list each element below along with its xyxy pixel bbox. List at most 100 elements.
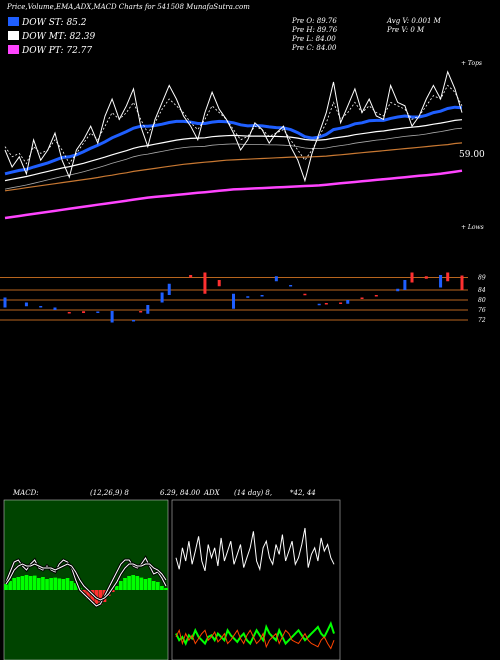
legend-item-mt: DOW MT: 82.39 <box>8 31 95 42</box>
legend-label-mt: DOW MT: 82.39 <box>22 32 96 42</box>
macd-hist-bar-9 <box>41 577 45 590</box>
macd-hist-bar-14 <box>61 579 66 590</box>
macd-hist-bar-7 <box>32 575 37 590</box>
candle-5 <box>82 311 86 313</box>
candle-20 <box>289 285 293 287</box>
candle-28 <box>396 288 400 292</box>
candle-19 <box>274 276 278 282</box>
candle-30 <box>410 272 414 283</box>
candle-22 <box>317 303 321 306</box>
candle-33 <box>446 272 450 282</box>
series-price <box>4 70 463 183</box>
macd-hist-bar-16 <box>69 581 74 590</box>
macd-hist-bar-23 <box>98 590 103 605</box>
macd-hist-bar-26 <box>110 590 115 592</box>
series-ema-longest <box>4 169 463 220</box>
candle-18 <box>260 295 264 297</box>
candle-29 <box>403 280 407 290</box>
macd-hist-bar-12 <box>53 577 58 590</box>
macd-panel-bg <box>3 499 169 660</box>
prev-volume: Pre V: 0 M <box>387 26 425 34</box>
legend-swatch-pt <box>8 45 19 54</box>
candle-11 <box>160 292 164 303</box>
series-ema-mid <box>4 119 463 182</box>
macd-hist-bar-17 <box>73 583 78 590</box>
macd-hist-bar-35 <box>147 578 152 590</box>
macd-hist-bar-30 <box>127 576 131 590</box>
legend-label-pt: DOW PT: 72.77 <box>22 46 93 56</box>
candle-8 <box>132 320 136 322</box>
prev-high: Pre H: 89.76 <box>292 26 338 34</box>
candle-0 <box>3 297 7 308</box>
macd-hist-bar-31 <box>131 575 136 590</box>
level-label-89: 89 <box>478 275 486 282</box>
macd-hist-bar-6 <box>28 576 33 590</box>
series-ema-short <box>4 105 463 176</box>
candle-10 <box>146 305 150 314</box>
candle-17 <box>246 296 250 298</box>
candle-3 <box>53 307 57 310</box>
legend-swatch-st <box>8 17 19 26</box>
legend-item-st: DOW ST: 85.2 <box>8 17 87 28</box>
series-ema-long <box>4 142 463 192</box>
series-ema-mid-band <box>4 127 463 190</box>
candle-16 <box>232 293 235 309</box>
candle-7 <box>110 311 114 323</box>
prev-close: Pre C: 84.00 <box>292 44 337 52</box>
series-minus-di <box>175 628 335 650</box>
candle-27 <box>374 295 378 297</box>
price-label: 59.00 <box>459 150 485 160</box>
candle-34 <box>460 275 464 290</box>
candle-31 <box>424 276 428 279</box>
macd-hist-bar-33 <box>139 577 144 590</box>
macd-hist-bar-15 <box>65 578 70 590</box>
macd-hist-bar-13 <box>57 578 62 590</box>
candle-32 <box>439 275 443 288</box>
candle-26 <box>360 297 364 299</box>
macd-hist-bar-8 <box>36 578 41 590</box>
macd-hist-bar-5 <box>24 575 29 590</box>
macd-hist-bar-32 <box>135 576 140 590</box>
macd-hist-bar-39 <box>164 588 168 590</box>
candle-1 <box>24 302 28 307</box>
macd-hist-bar-36 <box>151 581 156 590</box>
macd-hist-bar-34 <box>143 579 148 590</box>
macd-title: MACD: <box>13 489 39 497</box>
candle-14 <box>203 272 207 294</box>
level-label-72: 72 <box>478 317 486 324</box>
candle-24 <box>339 302 343 304</box>
adx-values: *42, 44 <box>290 489 316 497</box>
level-label-76: 76 <box>478 307 486 314</box>
chart-title: Price,Volume,EMA,ADX,MACD Charts for 541… <box>7 3 250 11</box>
series-adx <box>175 527 335 572</box>
series-price-dotted <box>4 84 463 165</box>
legend-item-pt: DOW PT: 72.77 <box>8 45 92 56</box>
macd-hist-bar-3 <box>16 577 21 590</box>
series-plus-di <box>175 621 335 646</box>
candle-12 <box>167 283 171 295</box>
candle-13 <box>189 275 193 278</box>
prev-open: Pre O: 89.76 <box>292 17 337 25</box>
macd-hist-bar-38 <box>160 586 164 590</box>
candle-25 <box>346 300 350 304</box>
candle-15 <box>217 280 221 287</box>
adx-params: (14 day) 8, <box>234 489 273 497</box>
candle-21 <box>303 293 307 296</box>
macd-hist-bar-20 <box>86 590 90 599</box>
macd-hist-bar-27 <box>114 586 119 590</box>
edge-tops-label: + Tops <box>461 60 483 67</box>
candle-6 <box>96 311 100 313</box>
level-label-80: 80 <box>478 297 486 304</box>
prev-low: Pre L: 84.00 <box>292 35 336 43</box>
legend-label-st: DOW ST: 85.2 <box>22 18 87 28</box>
candle-2 <box>39 306 43 308</box>
macd-hist-bar-2 <box>12 578 17 590</box>
macd-params: (12,26,9) 8 <box>90 489 129 497</box>
candle-9 <box>139 311 143 313</box>
macd-hist-bar-4 <box>20 576 25 590</box>
adx-title: ADX <box>204 489 220 497</box>
legend-swatch-mt <box>8 31 19 40</box>
series-signal <box>5 563 167 601</box>
candle-23 <box>324 303 328 305</box>
